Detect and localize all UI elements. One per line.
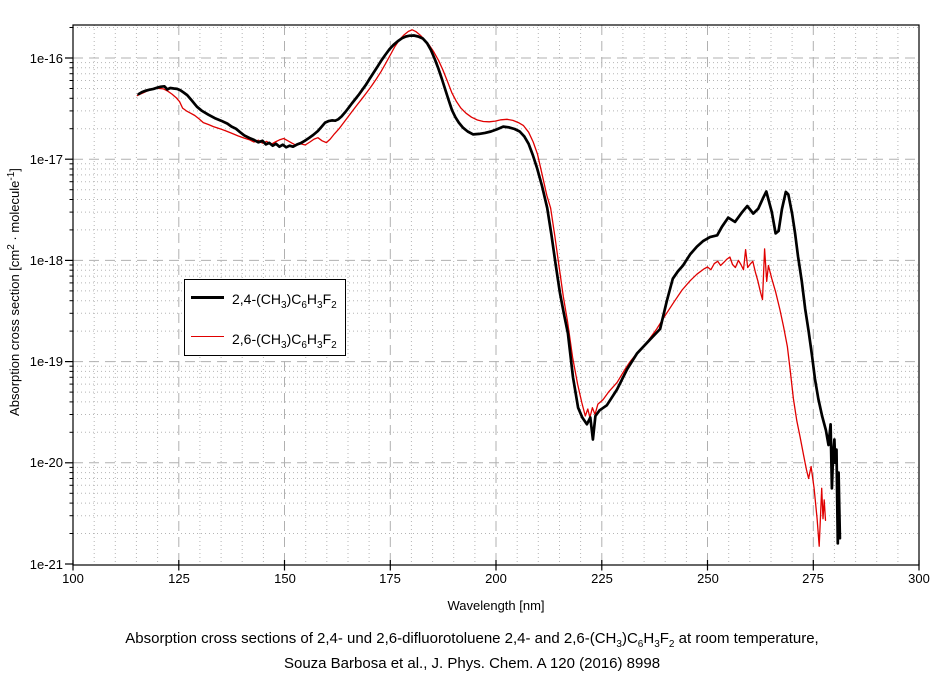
x-tick-label: 225 [591,571,613,586]
plot-canvas [65,24,920,571]
legend-sample-26 [191,336,224,338]
legend-box: 2,4-(CH3)C6H3F2 2,6-(CH3)C6H3F2 [184,279,346,356]
x-tick-label: 175 [379,571,401,586]
y-tick-label: 1e-21 [29,557,63,572]
plot-frame [72,24,920,566]
curve-2-4-ch3-c6h3f2 [137,34,842,545]
y-tick-label: 1e-19 [29,354,63,369]
x-tick-label: 200 [485,571,507,586]
x-tick-label: 275 [802,571,824,586]
absorption-spectrum-chart: 1e-16 1e-17 1e-18 1e-19 1e-20 1e-21 100 125 150 1… [6,24,930,613]
y-tick-label: 1e-16 [29,51,63,66]
x-tick-label: 100 [62,571,84,586]
caption-line-1: Absorption cross sections of 2,4- und 2,… [125,630,819,650]
figure-caption: Absorption cross sections of 2,4- und 2,… [0,627,944,675]
y-axis-title: Absorption cross section [cm2 · molecule… [6,168,22,416]
y-tick-label: 1e-18 [29,253,63,268]
legend-label-24: 2,4-(CH3)C6H3F2 [232,291,337,311]
legend-sample-24 [191,296,224,300]
y-tick-label: 1e-20 [29,455,63,470]
x-tick-label: 250 [697,571,719,586]
y-tick-label: 1e-17 [29,152,63,167]
legend-label-26: 2,6-(CH3)C6H3F2 [232,331,337,351]
x-axis-title: Wavelength [nm] [447,598,545,613]
x-tick-label: 300 [908,571,930,586]
x-tick-label: 150 [274,571,296,586]
x-tick-label: 125 [168,571,190,586]
grid-major [73,25,919,565]
caption-line-2: Souza Barbosa et al., J. Phys. Chem. A 1… [283,655,661,672]
